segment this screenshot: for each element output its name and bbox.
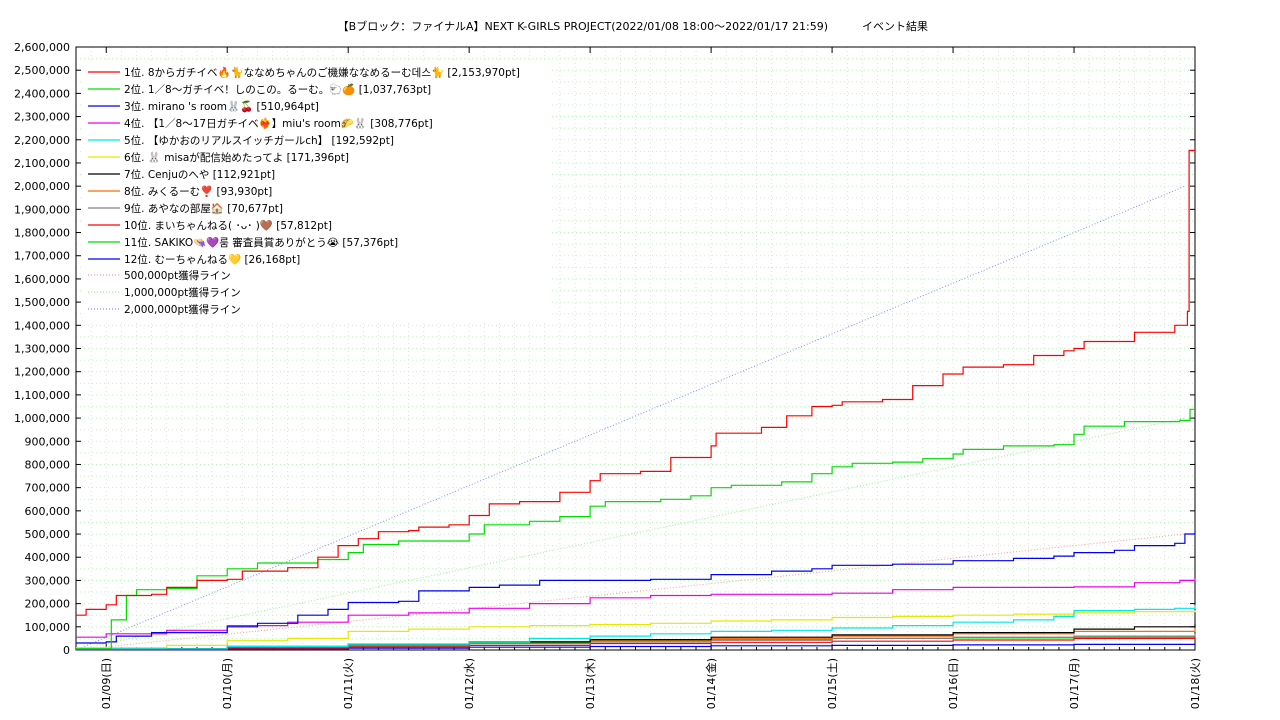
- x-tick-label: 01/10(月): [221, 658, 234, 709]
- y-tick-label: 100,000: [25, 621, 71, 634]
- y-tick-label: 500,000: [25, 528, 71, 541]
- y-tick-label: 0: [63, 644, 70, 657]
- y-tick-label: 800,000: [25, 458, 71, 471]
- series-line: [76, 633, 1196, 650]
- series-line: [76, 531, 1196, 644]
- series-line: [76, 408, 1195, 650]
- legend-label: 2位. 1／8〜ガチイベ！しのこの。るーむ。🐑🍊 [1,037,763pt]: [124, 83, 431, 96]
- y-tick-label: 300,000: [25, 574, 71, 587]
- legend-label: 500,000pt獲得ライン: [124, 269, 231, 282]
- legend-label: 4位. 【1／8〜17日ガチイベ❤️‍🔥】miu's room🌮🐰 [308,7…: [124, 117, 433, 130]
- y-tick-label: 2,400,000: [14, 87, 70, 100]
- x-tick-label: 01/09(日): [100, 658, 113, 709]
- axes: 0 100,000 200,000 300,000 400,000 500,000 600,…: [14, 41, 1202, 709]
- x-tick-label: 01/13(木): [584, 658, 597, 709]
- series-line: [76, 578, 1196, 638]
- y-tick-label: 2,500,000: [14, 64, 70, 77]
- legend: 1位. 8からガチイベ🔥🐈ななめちゃんのご機嫌ななめるーむ데스🐈 [2,153,…: [82, 60, 552, 322]
- x-tick-label: 01/18(火): [1189, 658, 1202, 709]
- legend-label: 8位. みくるーむ❣️ [93,930pt]: [124, 185, 272, 198]
- y-tick-label: 900,000: [25, 435, 71, 448]
- y-tick-label: 2,200,000: [14, 134, 70, 147]
- y-tick-label: 1,300,000: [14, 343, 70, 356]
- y-tick-label: 1,600,000: [14, 273, 70, 286]
- y-tick-label: 1,200,000: [14, 366, 70, 379]
- series-line: [76, 636, 1196, 651]
- legend-label: 12位. むーちゃんねる💛 [26,168pt]: [124, 253, 300, 266]
- y-tick-label: 2,100,000: [14, 157, 70, 170]
- x-tick-label: 01/15(土): [826, 658, 839, 709]
- y-tick-label: 700,000: [25, 482, 71, 495]
- x-tick-label: 01/12(水): [463, 658, 476, 709]
- series-lines: [75, 149, 1196, 651]
- legend-label: 1位. 8からガチイベ🔥🐈ななめちゃんのご機嫌ななめるーむ데스🐈 [2,153,…: [124, 66, 520, 79]
- legend-label: 11位. SAKIKO👒💜룸 審査員賞ありがとう😭 [57,376pt]: [124, 236, 398, 249]
- legend-label: 3位. mirano 's room🐰🍒 [510,964pt]: [124, 100, 319, 113]
- y-tick-label: 1,500,000: [14, 296, 70, 309]
- legend-label: 7位. Cenjuのへや [112,921pt]: [124, 168, 275, 181]
- series-line: [75, 185, 1186, 651]
- legend-background: [82, 60, 552, 322]
- y-tick-label: 200,000: [25, 598, 71, 611]
- y-tick-label: 1,900,000: [14, 203, 70, 216]
- y-tick-label: 1,000,000: [14, 412, 70, 425]
- chart-title: 【Bブロック：ファイナルA】NEXT K-GIRLS PROJECT(2022/…: [338, 19, 828, 33]
- y-tick-label: 1,100,000: [14, 389, 70, 402]
- y-tick-label: 2,600,000: [14, 41, 70, 54]
- y-tick-label: 2,000,000: [14, 180, 70, 193]
- x-tick-label: 01/16(日): [947, 658, 960, 709]
- y-tick-label: 1,800,000: [14, 227, 70, 240]
- legend-label: 1,000,000pt獲得ライン: [124, 286, 241, 299]
- legend-label: 6位. 🐰 misaが配信始めたってよ [171,396pt]: [124, 151, 349, 164]
- y-tick-label: 1,400,000: [14, 319, 70, 332]
- chart-subtitle: イベント結果: [862, 19, 928, 33]
- legend-label: 2,000,000pt獲得ライン: [124, 303, 241, 316]
- legend-label: 5位. 【ゆかおのリアルスイッチガールch】 [192,592pt]: [124, 134, 394, 147]
- x-tick-label: 01/17(月): [1068, 658, 1081, 709]
- x-tick-label: 01/14(金): [704, 658, 718, 709]
- legend-label: 9位. あやなの部屋🏠 [70,677pt]: [124, 202, 283, 215]
- y-tick-label: 400,000: [25, 551, 71, 564]
- series-line: [76, 149, 1195, 616]
- series-line: [76, 643, 1196, 651]
- y-tick-label: 2,300,000: [14, 111, 70, 124]
- x-tick-label: 01/11(火): [342, 658, 355, 709]
- y-tick-label: 1,700,000: [14, 250, 70, 263]
- series-line: [76, 610, 1196, 649]
- legend-label: 10位. まいちゃんねる( ･ᴗ･ )🤎 [57,812pt]: [124, 219, 332, 232]
- series-line: [76, 605, 1196, 650]
- y-tick-label: 600,000: [25, 505, 71, 518]
